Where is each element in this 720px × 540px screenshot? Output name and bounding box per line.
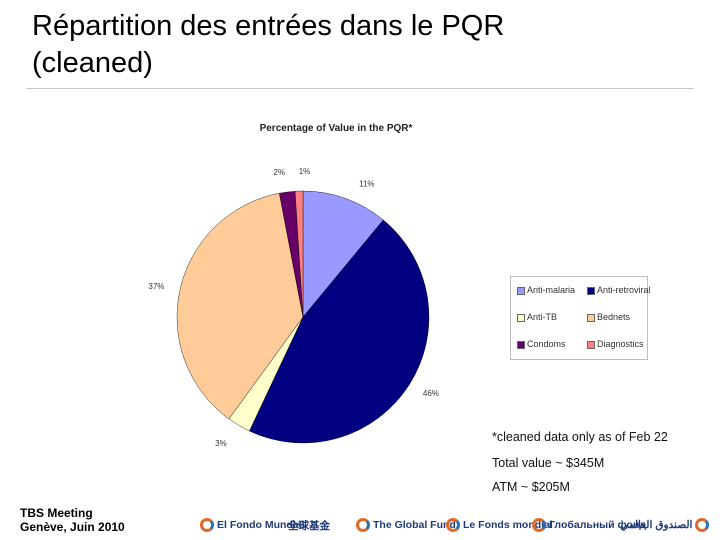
legend-label: Bednets xyxy=(597,312,631,322)
global-fund-logo-icon xyxy=(446,518,460,532)
legend-item-condoms: Condoms xyxy=(517,339,566,349)
global-fund-logo-icon xyxy=(532,518,546,532)
legend-swatch xyxy=(587,340,595,349)
pie-label-anti-malaria: 11% xyxy=(359,179,374,188)
logo-el-fondo-mundial: El Fondo Mundial xyxy=(200,512,305,538)
legend-swatch xyxy=(517,340,525,349)
title-divider xyxy=(26,88,694,89)
logo-chinese: 全球基金 xyxy=(288,519,330,532)
pie-label-condoms: 2% xyxy=(273,168,285,177)
global-fund-logo-icon xyxy=(356,518,370,532)
legend-item-bednets: Bednets xyxy=(587,312,630,322)
logo-the-global-fund: The Global Fund xyxy=(356,512,456,538)
note-cleaned: *cleaned data only as of Feb 22 xyxy=(492,430,668,444)
footer-meeting-line2: Genève, Juin 2010 xyxy=(20,520,125,534)
note-atm: ATM ~ $205M xyxy=(492,480,570,494)
legend-swatch xyxy=(517,286,525,295)
pie-label-anti-tb: 3% xyxy=(215,439,227,448)
pie-slice-anti-retroviral xyxy=(249,219,430,444)
pie-chart: Percentage of Value in the PQR* 11% 46% 3%… xyxy=(148,123,439,448)
legend-swatch xyxy=(587,313,595,322)
pie-slice-diagnostics xyxy=(294,190,304,318)
legend-label: Anti-retroviral xyxy=(597,285,651,295)
legend-label: Anti-malaria xyxy=(527,285,576,295)
legend-swatch xyxy=(517,313,525,322)
pie-slice-anti-malaria xyxy=(302,190,384,318)
pie-label-diagnostics: 1% xyxy=(299,167,311,176)
legend-swatch xyxy=(587,286,595,295)
slide-title: Répartition des entrées dans le PQR (cle… xyxy=(32,8,692,82)
legend-item-diagnostics: Diagnostics xyxy=(587,339,644,349)
logo-russian: Глобальный фонд xyxy=(532,512,646,538)
legend-label: Diagnostics xyxy=(597,339,644,349)
legend-label: Condoms xyxy=(527,339,566,349)
legend-label: Anti-TB xyxy=(527,312,558,322)
note-total-value: Total value ~ $345M xyxy=(492,456,605,470)
global-fund-logo-icon xyxy=(200,518,214,532)
pie-label-bednets: 37% xyxy=(148,282,164,291)
pie-slice-bednets xyxy=(176,192,304,420)
logo-le-fonds-mondial: Le Fonds mondial xyxy=(446,512,553,538)
slide-title-line1: Répartition des entrées dans le PQR xyxy=(32,10,505,42)
legend-item-anti-tb: Anti-TB xyxy=(517,312,557,322)
slide-title-line2: (cleaned) xyxy=(32,47,153,79)
chart-legend: Anti-malaria Anti-retroviral Anti-TB Bednet… xyxy=(510,276,651,360)
legend-item-anti-retroviral: Anti-retroviral xyxy=(587,285,651,295)
footer-meeting-line1: TBS Meeting xyxy=(20,506,93,520)
pie-label-anti-retroviral: 46% xyxy=(423,389,439,398)
chart-title: Percentage of Value in the PQR* xyxy=(260,123,413,134)
logo-arabic: الصندوق العالمي xyxy=(620,512,712,538)
legend-item-anti-malaria: Anti-malaria xyxy=(517,285,575,295)
footer-meeting: TBS Meeting Genève, Juin 2010 xyxy=(20,506,125,534)
global-fund-logo-strip: El Fondo Mundial 全球基金 The Global Fund Le… xyxy=(196,512,710,538)
global-fund-logo-icon xyxy=(695,518,710,532)
